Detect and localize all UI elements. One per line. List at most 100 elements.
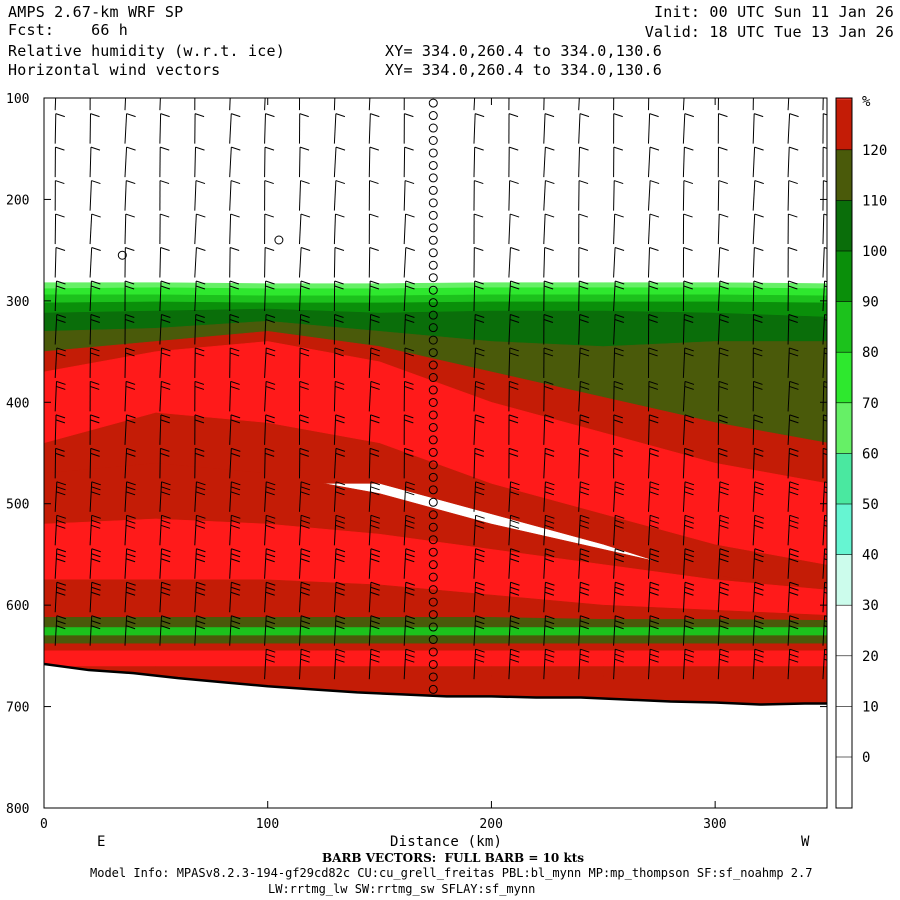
wind-barb-feather [161, 486, 171, 491]
wind-barb [54, 113, 57, 144]
wind-barb-feather [648, 385, 658, 390]
wind-barb-feather [229, 318, 240, 323]
wind-barb-feather [161, 352, 171, 357]
wind-barb-feather [230, 385, 240, 390]
wind-barb-feather [719, 285, 729, 290]
wind-barb-feather [684, 658, 694, 663]
wind-barb-feather [231, 113, 241, 118]
wind-barb-feather [300, 481, 311, 486]
wind-barb-feather [475, 347, 485, 352]
wind-barb-feather [126, 447, 136, 452]
wind-barb-feather [649, 625, 659, 630]
colorbar-bin [836, 98, 852, 100]
wind-barb-feather [684, 586, 694, 591]
wind-barb-feather [788, 352, 799, 357]
wind-barb-feather [264, 452, 275, 457]
wind-barb-feather [90, 447, 100, 452]
x-tick-label: 100 [256, 817, 279, 832]
wind-barb-feather [719, 347, 729, 352]
wind-barb-feather [370, 352, 380, 357]
colorbar-bin [836, 352, 852, 403]
wind-barb-feather [370, 658, 380, 663]
wind-barb-feather [160, 452, 170, 457]
wind-barb-feather [545, 481, 555, 486]
wind-barb-feather [265, 385, 276, 390]
wind-barb-feather [56, 553, 66, 558]
wind-barb-feather [544, 491, 555, 496]
wind-barb-feather [56, 318, 66, 323]
wind-barbs [54, 98, 827, 680]
wind-barb [473, 98, 476, 111]
wind-barb-feather [230, 519, 241, 524]
x-tick-label: 0 [40, 817, 48, 832]
wind-barb-feather [545, 514, 555, 519]
wind-barb-feather [648, 380, 659, 385]
wind-barb-feather [370, 385, 380, 390]
wind-barb-feather [161, 514, 171, 519]
wind-barb-feather [579, 419, 590, 424]
wind-barb-feather [649, 591, 659, 596]
wind-barb-feather [754, 658, 764, 663]
wind-barb-feather [370, 581, 381, 586]
wind-barb-feather [265, 280, 275, 285]
y-tick-label: 200 [6, 193, 29, 208]
wind-barb-feather [718, 447, 728, 452]
wind-barb-feather [475, 385, 485, 390]
calm-marker [428, 435, 438, 445]
wind-barb [613, 214, 616, 245]
wind-barb-feather [91, 581, 101, 586]
wind-barb-feather [544, 385, 554, 390]
wind-barb [89, 180, 92, 211]
wind-barb-feather [579, 486, 590, 491]
wind-barb-feather [824, 553, 827, 556]
wind-barb-feather [684, 385, 694, 390]
wind-barb-feather [509, 380, 519, 385]
wind-barb [682, 180, 685, 211]
x-tick-label: 300 [703, 817, 726, 832]
wind-barb-feather [580, 380, 590, 385]
wind-barb [229, 98, 231, 111]
wind-barb-feather [789, 648, 799, 653]
wind-barb-feather [370, 514, 381, 519]
wind-barb [543, 113, 546, 144]
wind-barb-feather [683, 318, 694, 323]
wind-barb-feather [544, 558, 555, 563]
wind-barb-feather [789, 620, 799, 625]
wind-barb-feather [754, 146, 764, 151]
wind-barb-feather [614, 486, 625, 491]
wind-barb-feather [754, 553, 764, 558]
wind-barb-feather [615, 280, 625, 285]
wind-barb-feather [90, 452, 100, 457]
wind-barb-feather [684, 486, 694, 491]
wind-barb-feather [299, 352, 310, 357]
wind-barb-feather [125, 625, 136, 630]
wind-barb-feather [300, 625, 310, 630]
wind-barb-feather [299, 452, 309, 457]
wind-barb-feather [405, 285, 415, 290]
wind-barb-feather [509, 625, 520, 630]
wind-barb-feather [614, 553, 625, 558]
y-tick-label: 400 [6, 396, 29, 411]
wind-barb-feather [684, 352, 694, 357]
wind-barb-feather [684, 653, 694, 658]
wind-barb-feather [194, 419, 205, 424]
wind-barb-feather [475, 648, 485, 653]
wind-barb-feather [823, 414, 827, 417]
wind-barb-feather [300, 285, 310, 290]
wind-barb-feather [683, 285, 693, 290]
wind-barb-feather [230, 524, 240, 529]
wind-barb-feather [824, 548, 827, 551]
wind-barb-feather [718, 414, 728, 419]
calm-marker [428, 148, 438, 158]
wind-barb-feather [231, 447, 241, 452]
wind-barb-feather [649, 447, 659, 452]
wind-barb-feather [335, 486, 345, 491]
calm-marker [428, 98, 438, 108]
wind-barb-feather [160, 385, 171, 390]
wind-barb-feather [684, 113, 694, 118]
colorbar: 0 10 20 30 40 50 60 70 80 90 100 110 120% [835, 94, 887, 809]
wind-barb-feather [579, 385, 590, 390]
wind-barb-feather [405, 280, 415, 285]
wind-barb-feather [579, 491, 589, 496]
wind-barb-feather [474, 180, 484, 185]
